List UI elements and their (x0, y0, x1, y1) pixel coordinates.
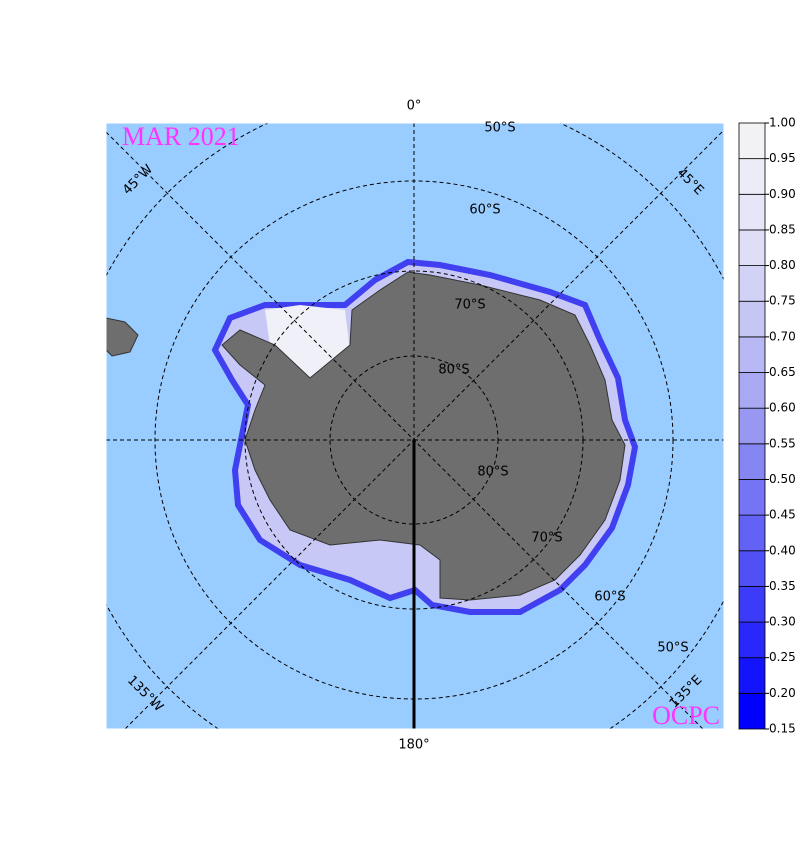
latitude-label: 80°S (438, 363, 469, 378)
colorbar-tick-label: 1.00 (769, 116, 796, 130)
colorbar-swatch (738, 479, 766, 516)
antarctica (221, 271, 626, 601)
colorbar-tick-label: 0.30 (769, 615, 796, 629)
colorbar-swatch (738, 265, 766, 302)
colorbar-swatch (738, 586, 766, 623)
colorbar-swatch (738, 550, 766, 587)
latitude-label: 60°S (594, 590, 625, 605)
latitude-label: 70°S (454, 298, 485, 313)
south-america-tip (106, 317, 139, 357)
colorbar-swatch (738, 193, 766, 231)
latitude-label: 80°S (477, 465, 508, 480)
colorbar-tick-label: 0.40 (769, 543, 796, 557)
latitude-label: 70°S (531, 531, 562, 546)
colorbar-swatch (738, 657, 766, 694)
colorbar-swatch (738, 692, 766, 730)
meridian-label: 180° (398, 738, 429, 753)
colorbar-tick-label: 0.25 (769, 650, 796, 664)
colorbar-tick-label: 0.15 (769, 722, 796, 736)
latitude-label: 50°S (657, 641, 688, 656)
graticule (106, 123, 724, 729)
colorbar-tick-label: 0.45 (769, 508, 796, 522)
colorbar-tick-label: 0.70 (769, 329, 796, 343)
latitude-label: 50°S (484, 121, 515, 136)
colorbar-tick-label: 0.60 (769, 401, 796, 415)
colorbar-tick-label: 0.90 (769, 187, 796, 201)
map-title: MAR 2021 (122, 122, 240, 151)
colorbar-swatch (738, 621, 766, 659)
colorbar-tick-label: 0.35 (769, 579, 796, 593)
colorbar-tick-label: 0.80 (769, 258, 796, 272)
colorbar-swatch (738, 336, 766, 373)
colorbar-swatch (738, 158, 766, 195)
map-area (106, 123, 724, 729)
map-frame (105, 122, 725, 730)
colorbar-swatch (738, 443, 766, 480)
colorbar-swatch (738, 122, 766, 160)
colorbar-tick-label: 0.50 (769, 472, 796, 486)
colorbar-swatch (738, 300, 766, 338)
colorbar-tick-label: 0.55 (769, 436, 796, 450)
colorbar-swatch (738, 229, 766, 266)
colorbar-tick-label: 0.20 (769, 686, 796, 700)
colorbar-tick-label: 0.95 (769, 151, 796, 165)
colorbar-swatch (738, 407, 766, 445)
colorbar-tick-label: 0.65 (769, 365, 796, 379)
meridian-label: 0° (407, 99, 422, 114)
colorbar-swatch (738, 372, 766, 409)
latitude-label: 60°S (469, 203, 500, 218)
colorbar-tick-label: 0.75 (769, 294, 796, 308)
credit: OCPC (652, 701, 720, 730)
colorbar-tick-label: 0.85 (769, 222, 796, 236)
colorbar-swatch (738, 514, 766, 552)
